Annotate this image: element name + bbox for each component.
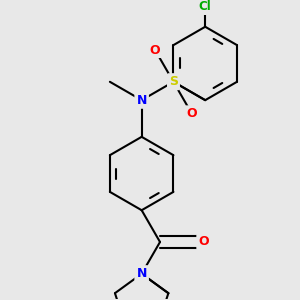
Text: Cl: Cl xyxy=(199,0,211,13)
Text: N: N xyxy=(136,267,147,280)
Text: O: O xyxy=(198,236,209,248)
Text: S: S xyxy=(169,75,178,88)
Text: N: N xyxy=(136,94,147,106)
Text: O: O xyxy=(150,44,160,56)
Text: Cl: Cl xyxy=(199,0,211,13)
Text: S: S xyxy=(169,75,178,88)
Text: O: O xyxy=(187,107,197,120)
Text: O: O xyxy=(187,107,197,120)
Text: N: N xyxy=(136,94,147,106)
Text: O: O xyxy=(198,236,209,248)
Text: N: N xyxy=(136,267,147,280)
Text: O: O xyxy=(150,44,160,56)
